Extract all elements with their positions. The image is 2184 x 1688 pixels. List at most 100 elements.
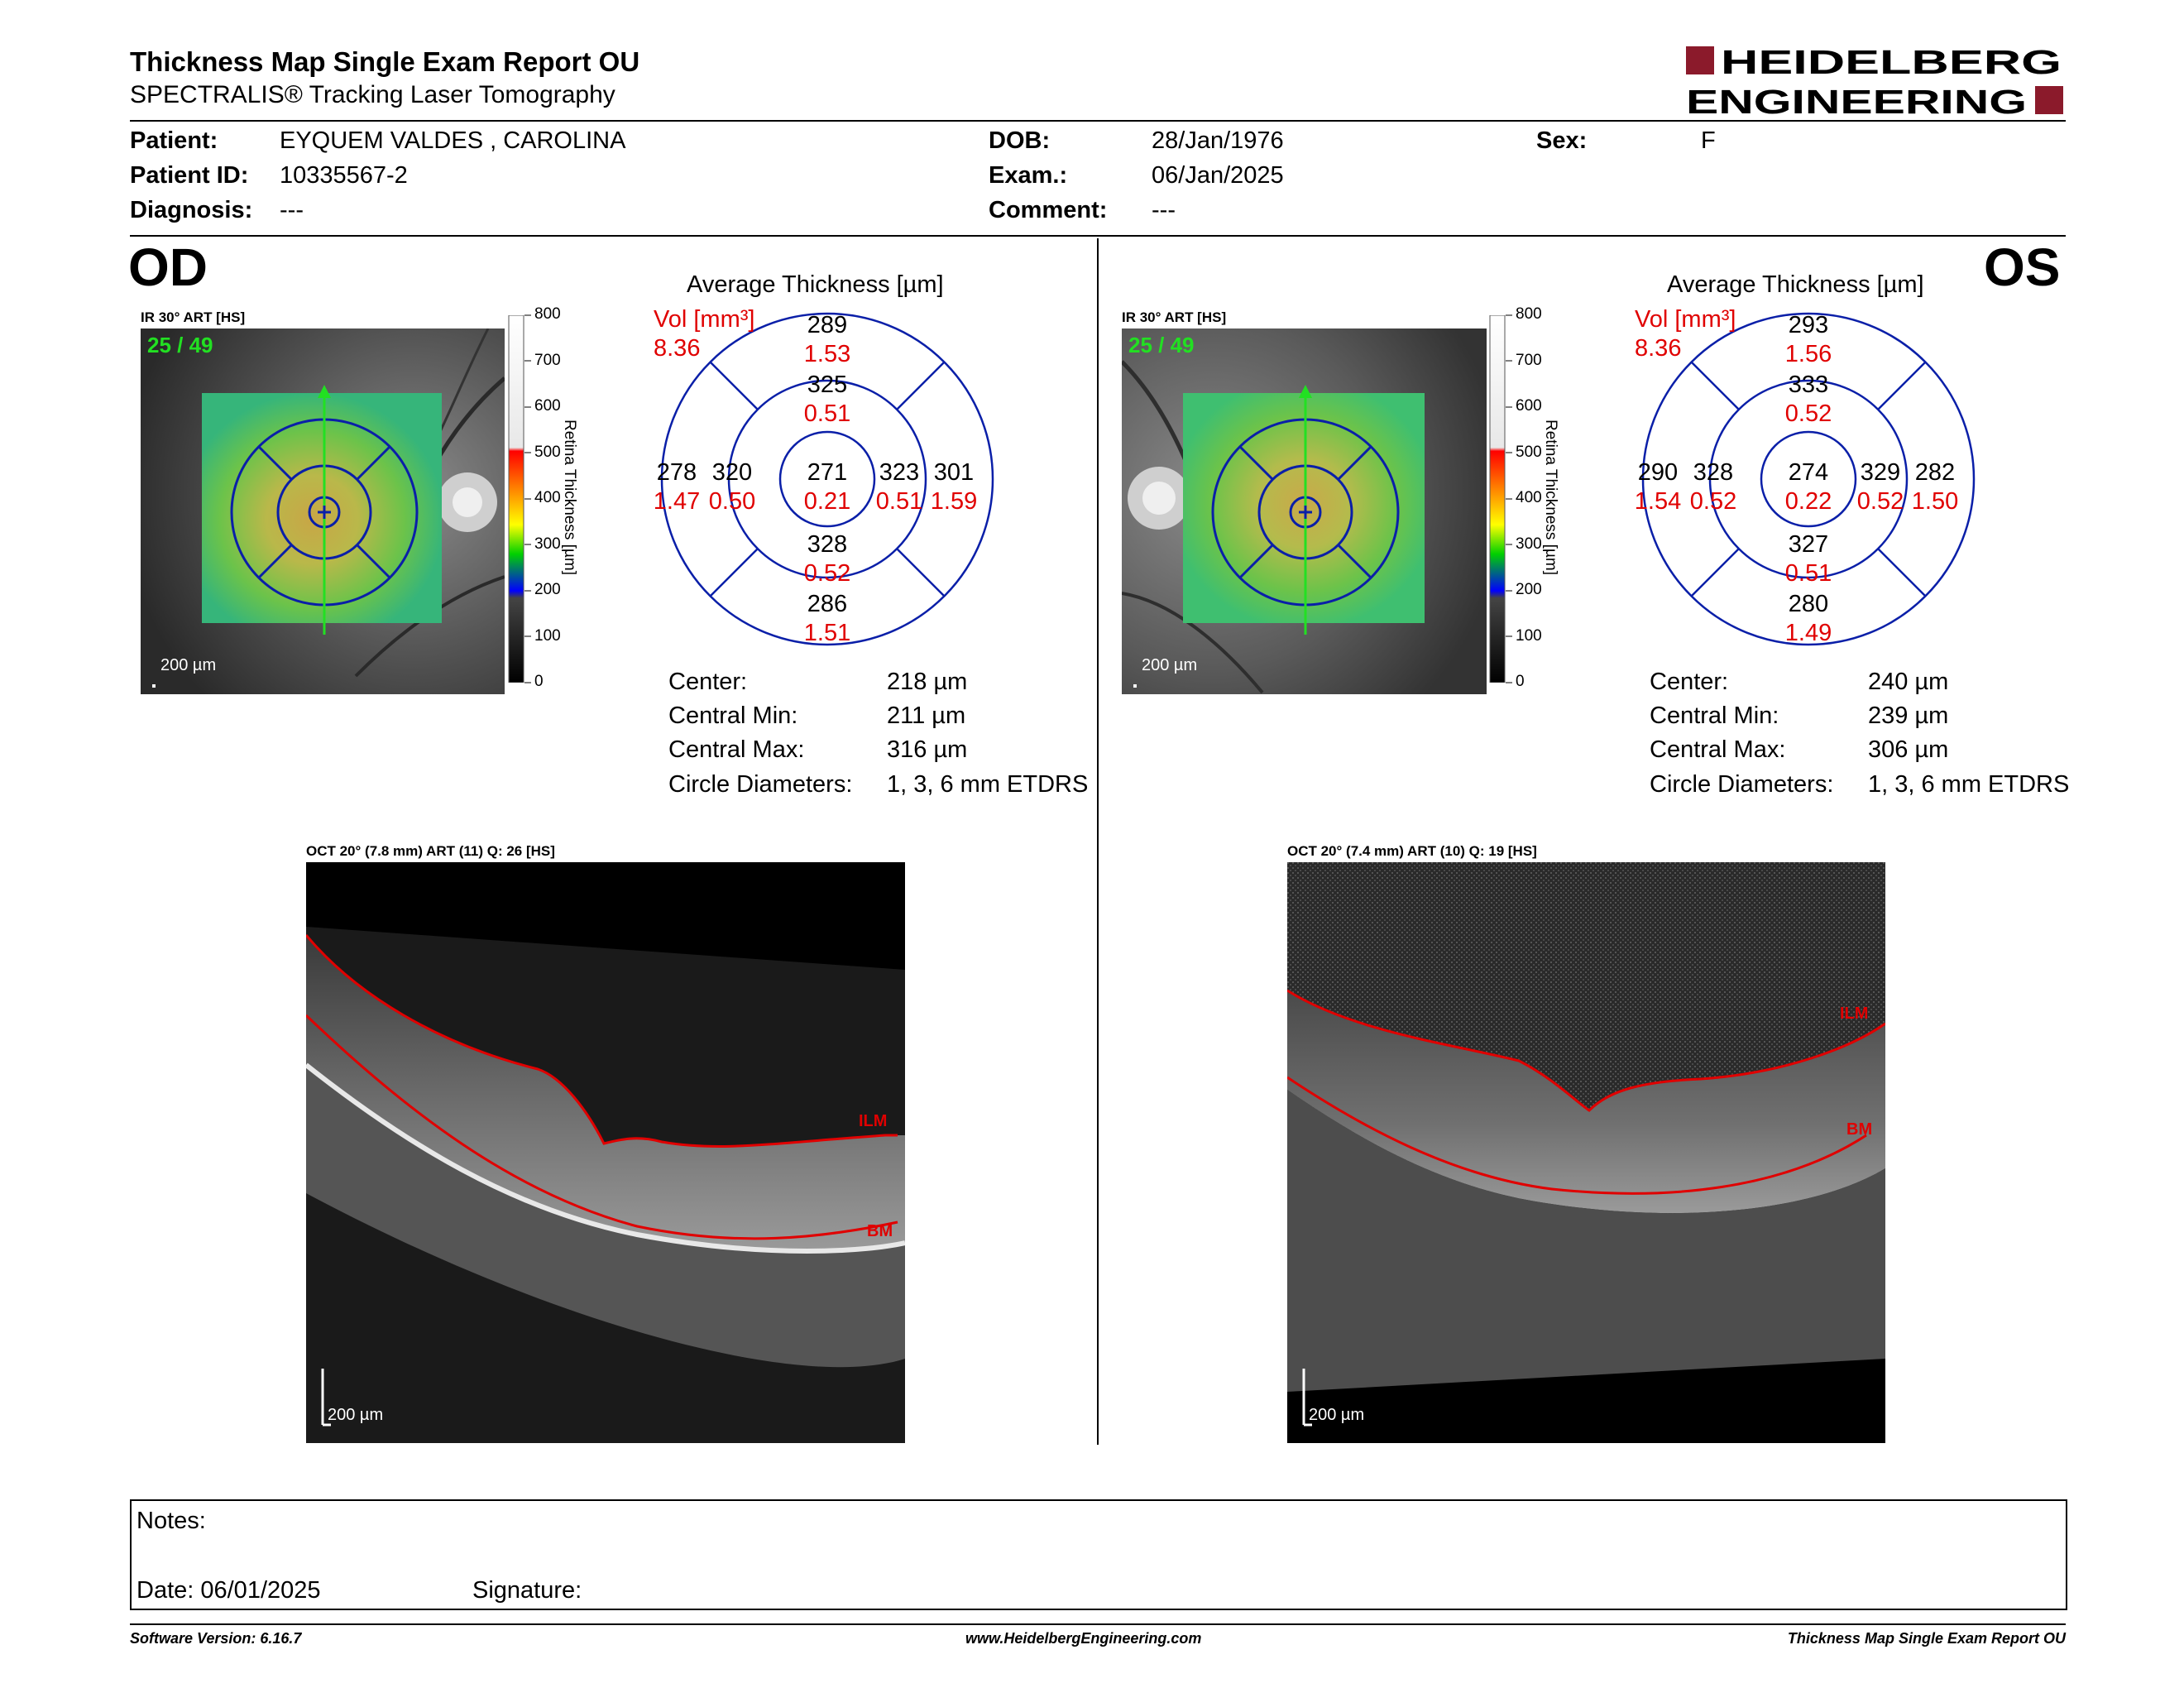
os-ir-label: IR 30° ART [HS] <box>1122 309 1227 325</box>
od-stat-value-central-max: 316 µm <box>887 736 968 763</box>
os-bm-label: BM <box>1846 1120 1873 1139</box>
os-stat-value-center: 240 µm <box>1868 669 1949 695</box>
comment-value: --- <box>1152 197 1176 223</box>
os-stat-value-central-min: 239 µm <box>1868 703 1949 729</box>
os-oct-scale: 200 µm <box>1309 1406 1365 1424</box>
os-oct-bscan: ILM BM 200 µm <box>1287 862 1885 1443</box>
od-inner-inf-volume: 0.52 <box>803 560 851 587</box>
os-stat-label-circle-diameters: Circle Diameters: <box>1650 771 1834 798</box>
os-vol-label: Vol [mm³] <box>1635 306 1736 333</box>
os-inner-sup-volume: 0.52 <box>1784 400 1832 427</box>
os-scale-label: 200 µm <box>1142 656 1198 674</box>
patient-id-label: Patient ID: <box>130 162 249 189</box>
header-divider <box>130 120 2066 122</box>
od-outer-right-volume: 1.59 <box>930 488 978 515</box>
od-stat-value-center: 218 µm <box>887 669 968 695</box>
svg-text:ENGINEERING: ENGINEERING <box>1686 83 2027 117</box>
od-stat-value-central-min: 211 µm <box>887 703 966 729</box>
od-stat-label-central-max: Central Max: <box>668 736 805 763</box>
od-cbar-tick-200: 200 <box>534 581 561 598</box>
od-cbar-tick-0: 0 <box>534 673 544 690</box>
os-outer-left-volume: 1.54 <box>1634 488 1682 515</box>
od-outer-inf-volume: 1.51 <box>803 620 851 646</box>
os-cbar-tick-600: 600 <box>1516 397 1542 415</box>
os-colorbar <box>1489 314 1506 683</box>
os-outer-sup-volume: 1.56 <box>1784 341 1832 367</box>
od-inner-inf-thickness: 328 <box>807 531 848 558</box>
od-inner-right-volume: 0.51 <box>875 488 923 515</box>
os-center-volume: 0.22 <box>1784 488 1832 515</box>
od-vol-value: 8.36 <box>654 335 701 362</box>
patient-name: EYQUEM VALDES , CAROLINA <box>280 127 626 154</box>
os-outer-right-thickness: 282 <box>1914 459 1956 486</box>
signature-label: Signature: <box>472 1577 582 1604</box>
os-outer-left-thickness: 290 <box>1637 459 1679 486</box>
od-outer-left-volume: 1.47 <box>653 488 701 515</box>
os-inner-left-thickness: 328 <box>1693 459 1734 486</box>
website-link[interactable]: www.HeidelbergEngineering.com <box>965 1630 1202 1647</box>
notes-box: Notes: Date: 06/01/2025 Signature: <box>130 1499 2067 1610</box>
od-cbar-tick-700: 700 <box>534 352 561 369</box>
os-frame-counter: 25 / 49 <box>1128 333 1195 357</box>
software-version: Software Version: 6.16.7 <box>130 1630 302 1647</box>
os-cbar-tick-500: 500 <box>1516 444 1542 461</box>
od-cbar-title: Retina Thickness [µm] <box>561 420 578 575</box>
os-cbar-tick-0: 0 <box>1516 673 1525 690</box>
os-center-thickness: 274 <box>1788 459 1829 486</box>
comment-label: Comment: <box>989 197 1108 223</box>
date-label: Date: 06/01/2025 <box>136 1577 321 1604</box>
od-colorbar-ticks <box>524 313 536 685</box>
patient-id: 10335567-2 <box>280 162 408 189</box>
od-etdrs-grid: 278 1.47 320 0.50 271 0.21 323 0.51 301 … <box>654 305 1001 653</box>
os-cbar-tick-800: 800 <box>1516 305 1542 323</box>
os-avg-title: Average Thickness [µm] <box>1667 271 1924 298</box>
eye-divider <box>1097 238 1099 1445</box>
od-stat-label-circle-diameters: Circle Diameters: <box>668 771 853 798</box>
sex-value: F <box>1701 127 1716 154</box>
od-outer-inf-thickness: 286 <box>807 591 848 617</box>
od-stat-label-center: Center: <box>668 669 748 695</box>
os-outer-right-volume: 1.50 <box>1911 488 1959 515</box>
diagnosis-label: Diagnosis: <box>130 197 253 223</box>
notes-label: Notes: <box>136 1508 206 1534</box>
diagnosis-value: --- <box>280 197 304 223</box>
footer-report-name: Thickness Map Single Exam Report OU <box>1787 1630 2066 1647</box>
exam-value: 06/Jan/2025 <box>1152 162 1284 189</box>
od-inner-sup-thickness: 325 <box>807 372 848 398</box>
os-colorbar-ticks <box>1506 313 1517 685</box>
od-ir-label: IR 30° ART [HS] <box>141 309 246 325</box>
od-ilm-label: ILM <box>859 1112 888 1130</box>
os-stat-label-central-min: Central Min: <box>1650 703 1779 729</box>
od-inner-left-volume: 0.50 <box>708 488 756 515</box>
os-stat-value-circle-diameters: 1, 3, 6 mm ETDRS <box>1868 771 2070 798</box>
od-cbar-tick-300: 300 <box>534 535 561 553</box>
od-bm-label: BM <box>867 1222 893 1240</box>
od-oct-scale: 200 µm <box>328 1406 384 1424</box>
dob-value: 28/Jan/1976 <box>1152 127 1284 154</box>
od-avg-title: Average Thickness [µm] <box>687 271 944 298</box>
od-inner-right-thickness: 323 <box>879 459 920 486</box>
od-center-volume: 0.21 <box>803 488 851 515</box>
od-cbar-tick-600: 600 <box>534 397 561 415</box>
od-frame-counter: 25 / 49 <box>147 333 213 357</box>
od-vol-label: Vol [mm³] <box>654 306 755 333</box>
od-scale-label: 200 µm <box>160 656 217 674</box>
os-eye-label: OS <box>1984 237 2061 297</box>
footer-divider <box>130 1623 2066 1625</box>
os-inner-right-volume: 0.52 <box>1856 488 1904 515</box>
od-outer-right-thickness: 301 <box>933 459 975 486</box>
os-cbar-tick-100: 100 <box>1516 627 1542 645</box>
exam-label: Exam.: <box>989 162 1068 189</box>
os-cbar-tick-200: 200 <box>1516 581 1542 598</box>
od-inner-sup-volume: 0.51 <box>803 400 851 427</box>
os-ilm-label: ILM <box>1840 1005 1869 1023</box>
os-oct-label: OCT 20° (7.4 mm) ART (10) Q: 19 [HS] <box>1287 843 1537 859</box>
od-inner-left-thickness: 320 <box>711 459 753 486</box>
os-stat-label-center: Center: <box>1650 669 1729 695</box>
os-inner-inf-thickness: 327 <box>1788 531 1829 558</box>
os-vol-value: 8.36 <box>1635 335 1682 362</box>
os-cbar-tick-700: 700 <box>1516 352 1542 369</box>
os-cbar-tick-400: 400 <box>1516 489 1542 506</box>
os-outer-sup-thickness: 293 <box>1788 312 1829 338</box>
os-inner-inf-volume: 0.51 <box>1784 560 1832 587</box>
